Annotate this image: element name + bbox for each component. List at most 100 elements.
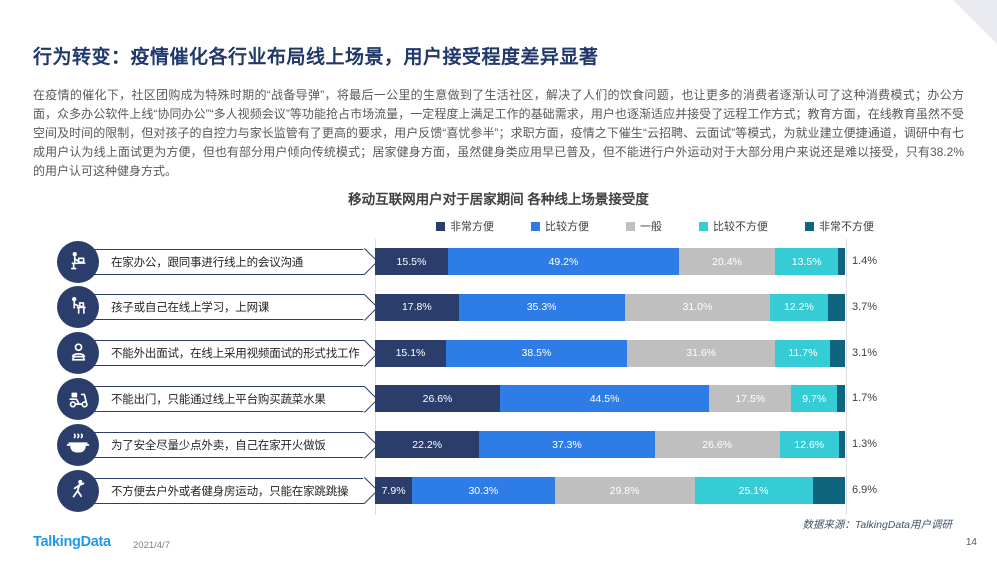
- bar-segment-2: 44.5%: [500, 385, 710, 413]
- scenario-row: 不方便去户外或者健身房运动，只能在家跳跳操 7.9% 30.3% 29.8% 25.1%…: [33, 468, 964, 513]
- scenario-label: 不能出门，只能通过线上平台购买蔬菜水果: [111, 393, 326, 406]
- page-number: 14: [965, 537, 977, 548]
- bar-segment-3: 31.6%: [626, 339, 776, 367]
- bar-segment-value: 35.3%: [526, 301, 557, 314]
- bar-segment-5: [827, 293, 845, 321]
- legend-label: 比较方便: [545, 221, 589, 233]
- home-office-icon: [57, 240, 99, 283]
- legend-swatch: [805, 221, 814, 231]
- legend-label: 非常方便: [450, 221, 494, 233]
- bar-segment-1: 17.8%: [375, 293, 459, 321]
- bar-segment-value: 20.4%: [712, 255, 742, 268]
- legend-label: 一般: [640, 221, 662, 233]
- bar-segment-5: [830, 339, 845, 367]
- corner-decoration: [953, 0, 997, 44]
- scenario-row: 在家办公，跟同事进行线上的会议沟通 15.5% 49.2% 20.4% 13.5% 1.4…: [33, 239, 964, 284]
- bar-segment-3: 26.6%: [654, 431, 780, 459]
- bar-segment-value: 22.2%: [412, 438, 443, 451]
- bar-segment-4: 9.7%: [791, 385, 837, 413]
- bar-segment-2: 35.3%: [458, 293, 625, 321]
- bar-segment-value: 17.5%: [735, 392, 766, 405]
- legend-item: 非常不方便: [805, 218, 874, 234]
- bar-segment-1: 15.1%: [375, 339, 446, 367]
- stacked-bar: 22.2% 37.3% 26.6% 12.6%: [375, 431, 845, 459]
- legend-swatch: [436, 221, 445, 231]
- bar-segment-value: 12.2%: [784, 301, 814, 314]
- bar-segment-5: [812, 477, 845, 504]
- chart-area: 在家办公，跟同事进行线上的会议沟通 15.5% 49.2% 20.4% 13.5% 1.4…: [33, 239, 964, 515]
- report-date: 2021/4/7: [133, 540, 170, 551]
- bar-segment-4: 12.2%: [770, 293, 828, 321]
- stacked-bar: 15.5% 49.2% 20.4% 13.5%: [375, 248, 845, 275]
- bar-segment-value: 49.2%: [548, 255, 579, 268]
- bar-outside-value: 3.7%: [852, 300, 878, 313]
- legend-label: 比较不方便: [713, 221, 768, 233]
- scenario-row: 孩子或自己在线上学习，上网课 17.8% 35.3% 31.0% 12.2% 3.7%: [33, 285, 964, 330]
- bar-segment-value: 38.5%: [521, 347, 552, 360]
- chart-title: 移动互联网用户对于居家期间 各种线上场景接受度: [348, 192, 649, 207]
- stacked-bar: 17.8% 35.3% 31.0% 12.2%: [375, 293, 845, 321]
- bar-segment-5: [836, 385, 845, 413]
- stacked-bar: 7.9% 30.3% 29.8% 25.1%: [375, 477, 845, 504]
- grocery-delivery-icon: [57, 377, 99, 420]
- legend-item: 比较方便: [531, 218, 589, 234]
- scenario-label: 孩子或自己在线上学习，上网课: [111, 302, 270, 315]
- scenario-row: 为了安全尽量少点外卖，自己在家开火做饭 22.2% 37.3% 26.6% 12.6% 1…: [33, 422, 964, 467]
- bar-segment-5: [838, 248, 845, 275]
- bar-outside-value: 1.3%: [852, 438, 878, 451]
- bar-segment-value: 15.1%: [395, 347, 426, 360]
- bar-outside-value: 1.4%: [852, 255, 878, 267]
- bar-segment-value: 13.5%: [791, 255, 822, 268]
- bar-segment-2: 30.3%: [412, 477, 555, 504]
- bar-segment-1: 7.9%: [375, 477, 413, 504]
- scenario-row: 不能外出面试，在线上采用视频面试的形式找工作 15.1% 38.5% 31.6% 11.…: [33, 331, 964, 376]
- stacked-bar: 15.1% 38.5% 31.6% 11.7%: [375, 339, 845, 367]
- body-paragraph: 在疫情的催化下，社区团购成为特殊时期的“战备导弹”，将最后一公里的生意做到了生活…: [33, 88, 964, 178]
- bar-segment-3: 20.4%: [679, 248, 775, 275]
- bar-segment-3: 17.5%: [709, 385, 792, 413]
- bar-segment-value: 44.5%: [589, 392, 620, 405]
- bar-outside-value: 3.1%: [852, 346, 878, 359]
- bar-segment-4: 11.7%: [775, 339, 831, 367]
- bar-segment-value: 9.7%: [802, 392, 827, 405]
- bar-segment-value: 29.8%: [609, 484, 640, 497]
- scenario-label-pill: 不能出门，只能通过线上平台购买蔬菜水果: [77, 385, 365, 412]
- bar-segment-4: 25.1%: [694, 477, 813, 504]
- scenario-label-pill: 孩子或自己在线上学习，上网课: [77, 294, 365, 321]
- chart-legend: 非常方便 比较方便 一般 比较不方便 非常不方便: [436, 218, 874, 234]
- scenario-label-pill: 不能外出面试，在线上采用视频面试的形式找工作: [77, 340, 365, 367]
- data-source-note: 数据来源：TalkingData用户调研: [802, 519, 952, 531]
- bar-segment-value: 25.1%: [738, 484, 769, 497]
- legend-item: 一般: [626, 218, 662, 234]
- scenario-label-pill: 在家办公，跟同事进行线上的会议沟通: [77, 248, 365, 275]
- bar-segment-value: 26.6%: [702, 438, 733, 451]
- bar-segment-2: 49.2%: [447, 248, 680, 275]
- bar-segment-1: 15.5%: [375, 248, 448, 275]
- page-title: 行为转变：疫情催化各行业布局线上场景，用户接受程度差异显著: [33, 47, 599, 68]
- bar-segment-value: 15.5%: [396, 255, 427, 268]
- bar-segment-1: 22.2%: [375, 431, 480, 459]
- video-interview-icon: [57, 332, 99, 375]
- bar-segment-value: 31.6%: [686, 347, 717, 360]
- bar-segment-3: 29.8%: [554, 477, 695, 504]
- bar-segment-value: 30.3%: [468, 484, 499, 497]
- bar-outside-value: 6.9%: [852, 484, 878, 496]
- scenario-label: 不方便去户外或者健身房运动，只能在家跳跳操: [111, 485, 349, 498]
- online-class-icon: [57, 286, 99, 329]
- stacked-bar: 26.6% 44.5% 17.5% 9.7%: [375, 385, 845, 413]
- scenario-label: 为了安全尽量少点外卖，自己在家开火做饭: [111, 439, 326, 452]
- scenario-label-pill: 不方便去户外或者健身房运动，只能在家跳跳操: [77, 477, 365, 504]
- talkingdata-logo: TalkingData: [33, 534, 111, 550]
- scenario-label: 在家办公，跟同事进行线上的会议沟通: [111, 256, 304, 269]
- legend-swatch: [699, 221, 708, 231]
- legend-item: 非常方便: [436, 218, 494, 234]
- scenario-label: 不能外出面试，在线上采用视频面试的形式找工作: [111, 348, 360, 361]
- bar-segment-2: 38.5%: [445, 339, 627, 367]
- bar-segment-value: 37.3%: [552, 438, 582, 451]
- bar-segment-value: 26.6%: [422, 392, 453, 405]
- bar-segment-2: 37.3%: [479, 431, 655, 459]
- legend-label: 非常不方便: [819, 221, 874, 233]
- bar-outside-value: 1.7%: [852, 392, 878, 405]
- home-workout-icon: [57, 469, 99, 512]
